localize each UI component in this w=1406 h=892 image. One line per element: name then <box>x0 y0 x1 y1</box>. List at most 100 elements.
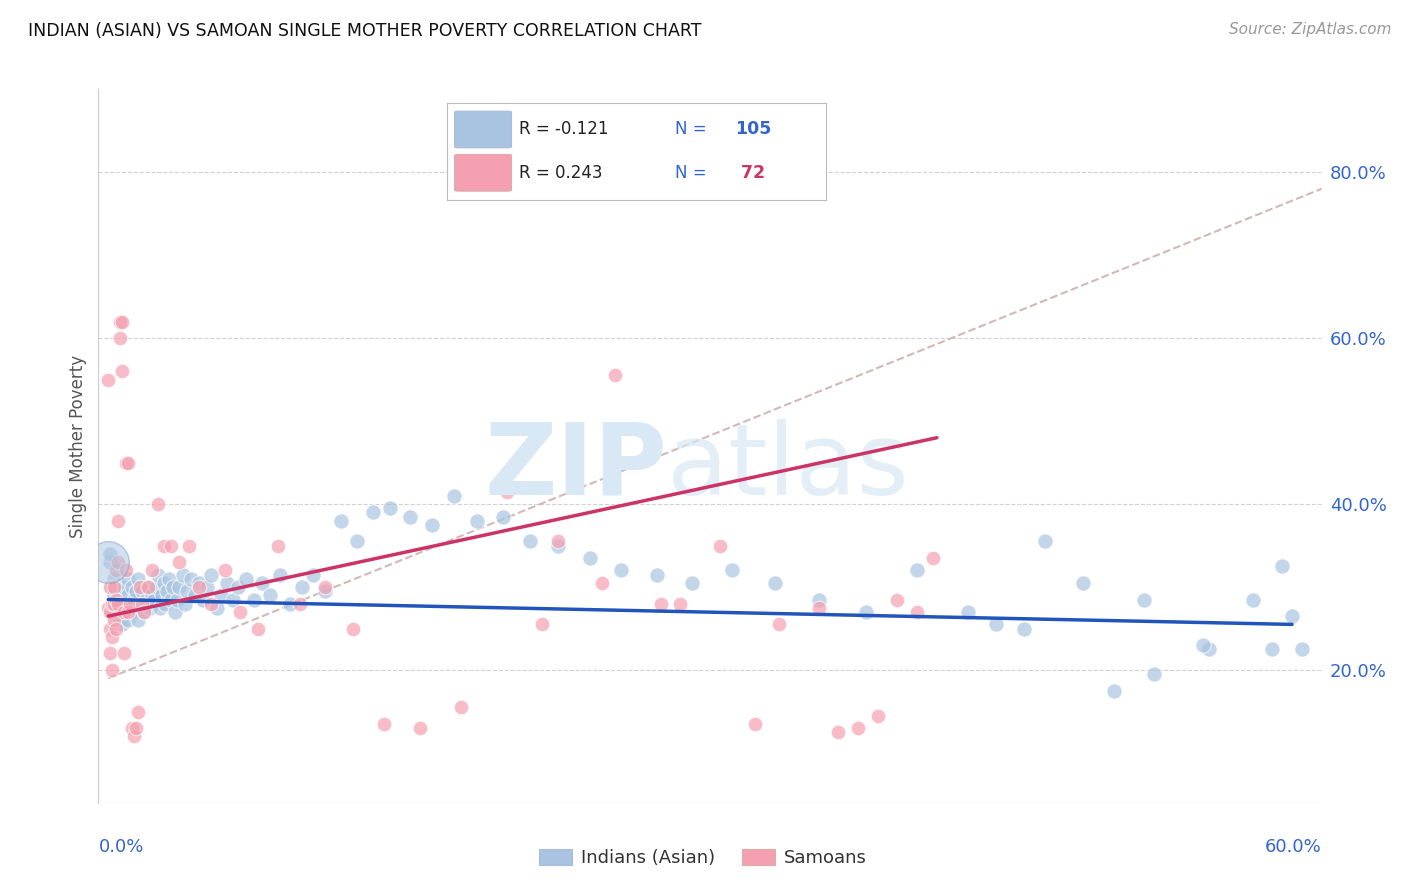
Point <box>905 564 928 578</box>
Point <box>1271 559 1294 574</box>
Point <box>744 717 766 731</box>
Point <box>531 617 554 632</box>
Point <box>420 517 443 532</box>
Point <box>278 597 301 611</box>
Point <box>361 505 384 519</box>
Point <box>115 597 138 611</box>
Point <box>645 567 668 582</box>
Point <box>314 580 336 594</box>
Point <box>122 730 145 744</box>
Point <box>107 597 129 611</box>
Point <box>103 588 125 602</box>
Point <box>180 572 202 586</box>
Point <box>450 700 472 714</box>
Point <box>97 373 120 387</box>
Point <box>342 622 364 636</box>
Point <box>152 539 174 553</box>
Point <box>112 647 135 661</box>
Point <box>330 514 353 528</box>
Point <box>720 564 742 578</box>
Point <box>922 551 945 566</box>
Point <box>138 600 160 615</box>
Point <box>176 584 198 599</box>
Point <box>768 617 790 632</box>
Point <box>141 564 163 578</box>
Point <box>142 592 165 607</box>
Point <box>547 534 569 549</box>
Point <box>149 600 172 615</box>
Point <box>159 572 181 586</box>
Point <box>1291 642 1313 657</box>
Point <box>115 456 138 470</box>
Point <box>1241 592 1264 607</box>
Point <box>101 663 124 677</box>
Point <box>141 588 163 602</box>
Point <box>669 597 692 611</box>
Point <box>107 592 129 607</box>
Point <box>117 456 139 470</box>
Point <box>1143 667 1166 681</box>
Point <box>118 600 141 615</box>
Point <box>547 539 569 553</box>
Point <box>127 705 149 719</box>
Point <box>101 580 124 594</box>
Point <box>886 592 908 607</box>
Point <box>117 588 139 602</box>
Point <box>172 567 194 582</box>
Point <box>681 575 703 590</box>
Point <box>156 584 179 599</box>
Point <box>288 597 311 611</box>
Point <box>169 580 191 594</box>
Point <box>200 567 222 582</box>
Point <box>111 617 134 632</box>
Point <box>136 580 159 594</box>
Point <box>1035 534 1057 549</box>
Point <box>122 592 145 607</box>
Point <box>98 547 121 561</box>
Point <box>117 605 139 619</box>
Point <box>112 605 135 619</box>
Point <box>121 721 143 735</box>
Y-axis label: Single Mother Poverty: Single Mother Poverty <box>69 354 87 538</box>
Point <box>121 580 143 594</box>
Point <box>827 725 849 739</box>
Point <box>209 588 232 602</box>
Point <box>179 539 201 553</box>
Point <box>131 584 153 599</box>
Point <box>160 592 183 607</box>
Point <box>162 580 184 594</box>
Point <box>127 613 149 627</box>
Point <box>763 575 786 590</box>
Point <box>103 597 125 611</box>
Point <box>103 572 125 586</box>
Text: INDIAN (ASIAN) VS SAMOAN SINGLE MOTHER POVERTY CORRELATION CHART: INDIAN (ASIAN) VS SAMOAN SINGLE MOTHER P… <box>28 22 702 40</box>
Text: Source: ZipAtlas.com: Source: ZipAtlas.com <box>1229 22 1392 37</box>
Point <box>112 580 135 594</box>
Point <box>228 580 250 594</box>
Point <box>169 555 191 569</box>
Point <box>105 622 128 636</box>
Point <box>221 592 243 607</box>
Text: 60.0%: 60.0% <box>1265 838 1322 856</box>
Point <box>807 600 830 615</box>
Point <box>905 605 928 619</box>
Point <box>132 605 155 619</box>
Point <box>269 567 291 582</box>
Point <box>191 592 214 607</box>
Point <box>650 597 672 611</box>
Point <box>127 572 149 586</box>
Point <box>115 564 138 578</box>
Point <box>214 564 236 578</box>
Point <box>409 721 432 735</box>
Point <box>492 509 515 524</box>
Point <box>188 580 211 594</box>
Point <box>610 564 633 578</box>
Point <box>108 613 131 627</box>
Point <box>145 580 167 594</box>
Point <box>128 597 150 611</box>
Point <box>267 539 290 553</box>
Point <box>302 567 325 582</box>
Point <box>1192 638 1215 652</box>
Point <box>205 600 228 615</box>
Point <box>235 572 257 586</box>
